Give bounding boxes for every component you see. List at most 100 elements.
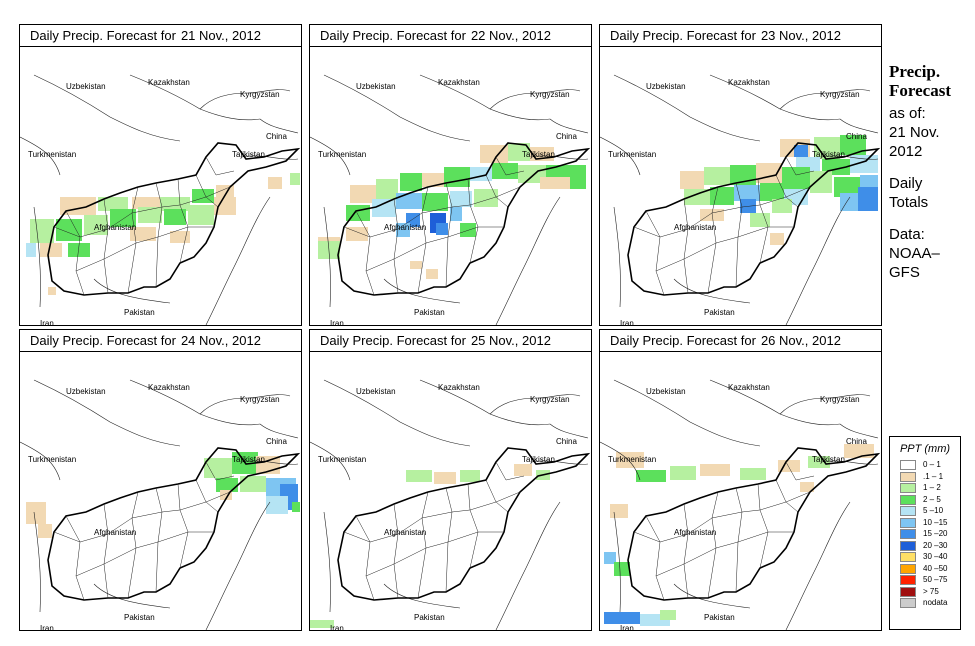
precip-cell [204,458,232,478]
precip-cell [460,223,476,237]
panel-title: Daily Precip. Forecast for 26 Nov., 2012 [600,330,881,352]
panel-title: Daily Precip. Forecast for 25 Nov., 2012 [310,330,591,352]
precip-cell [68,243,90,257]
legend-label: 10 –15 [923,517,948,527]
map-label-kyrgyzstan: Kyrgyzstan [240,395,280,404]
precip-map: Uzbekistan Kazakhstan Kyrgyzstan China Turkm… [600,74,879,325]
precip-cell [422,193,448,211]
legend-label: 5 –10 [923,506,944,515]
map-label-tajikistan: Tajikistan [232,150,265,159]
legend-swatch [900,460,916,470]
precip-cell [710,187,734,205]
precip-cell [800,482,814,492]
precip-cell [30,219,54,243]
map-label-turkmenistan: Turkmenistan [608,150,656,159]
precip-cell [266,496,288,514]
precip-cell [740,199,756,213]
legend-item: nodata [890,597,960,609]
precip-cell [434,472,456,484]
legend-swatch [900,552,916,562]
legend-label: 15 –20 [923,529,948,538]
country-borders [310,379,589,630]
forecast-panel-2: Daily Precip. Forecast for 22 Nov., 2012 … [309,24,592,326]
precip-cell [610,504,628,518]
as-of-block: as of: 21 Nov. 2012 [889,105,940,160]
precip-cell [84,215,108,235]
legend-item: 10 –15 [890,517,960,529]
map-label-kazakhstan: Kazakhstan [438,383,480,392]
precip-cell [740,468,766,480]
precip-cell [376,179,398,199]
map-label-pakistan: Pakistan [704,308,735,317]
map-label-tajikistan: Tajikistan [232,455,265,464]
map-label-iran: Iran [620,319,634,325]
precip-cell [700,209,724,221]
precip-cell [396,193,422,209]
precip-cell [98,197,128,211]
legend-item: 0 – 1 [890,459,960,471]
forecast-panel-6: Daily Precip. Forecast for 26 Nov., 2012 … [599,329,882,631]
precip-cell [188,205,214,225]
panel-title: Daily Precip. Forecast for 22 Nov., 2012 [310,25,591,47]
precip-map: Uzbekistan Kazakhstan Kyrgyzstan China Turkm… [20,74,300,325]
precip-cell [400,173,422,191]
precip-cell [814,137,840,159]
map-label-iran: Iran [620,624,634,630]
precip-cell [518,165,546,183]
legend-item: 1 – 2 [890,482,960,494]
legend-swatch [900,506,916,516]
precip-cell [540,177,570,189]
map-label-afghanistan: Afghanistan [674,528,716,537]
map-label-tajikistan: Tajikistan [522,455,555,464]
country-borders [600,379,879,630]
precip-cell [770,233,784,245]
map-label-afghanistan: Afghanistan [384,223,426,232]
legend-rows: 0 – 1 .1 – 1 1 – 2 2 – 5 5 –10 10 –15 15 –20 20… [890,459,960,609]
precip-cell [660,610,676,620]
precip-map: Uzbekistan Kazakhstan Kyrgyzstan China Turkm… [310,379,589,630]
precip-cell [26,243,36,257]
precip-cell [372,199,396,217]
precip-cell [840,135,866,155]
legend-swatch [900,540,916,551]
precip-cell [436,223,448,235]
precip-cell [426,269,438,279]
precip-cell [346,227,368,241]
map-label-china: China [556,132,577,141]
precip-cell [614,562,630,576]
precip-cell [680,171,704,189]
precip-cell [444,167,470,187]
precip-cell [604,612,640,624]
map-label-uzbekistan: Uzbekistan [66,387,106,396]
legend-item: 2 – 5 [890,494,960,506]
map-label-uzbekistan: Uzbekistan [66,82,106,91]
forecast-panel-3: Daily Precip. Forecast for 23 Nov., 2012 … [599,24,882,326]
precip-cell [684,189,710,205]
panel-title: Daily Precip. Forecast for 24 Nov., 2012 [20,330,301,352]
legend-label: 40 –50 [923,563,948,573]
map-label-tajikistan: Tajikistan [522,150,555,159]
legend-swatch [900,494,916,505]
precip-cell [460,470,480,482]
sidebar-info: Precip. Forecast as of: 21 Nov. 2012 Dai… [889,62,973,282]
map-label-china: China [556,437,577,446]
precip-cell [410,261,422,269]
country-borders [20,379,299,630]
precip-cell [290,173,300,185]
precip-cell [636,470,666,482]
precip-cell [220,490,232,500]
legend-item: 20 –30 [890,540,960,552]
precip-cell [760,183,784,201]
precip-cell [422,173,444,187]
precip-cell [450,207,462,221]
precip-cell [292,502,300,512]
precip-cell [240,476,266,492]
map-label-afghanistan: Afghanistan [674,223,716,232]
precip-cell [858,187,878,211]
precip-cell [794,145,808,157]
precip-cell [214,197,236,215]
precip-cell [26,502,46,524]
precip-cell [604,552,616,564]
legend-label: 50 –75 [923,575,948,584]
map-label-afghanistan: Afghanistan [384,528,426,537]
